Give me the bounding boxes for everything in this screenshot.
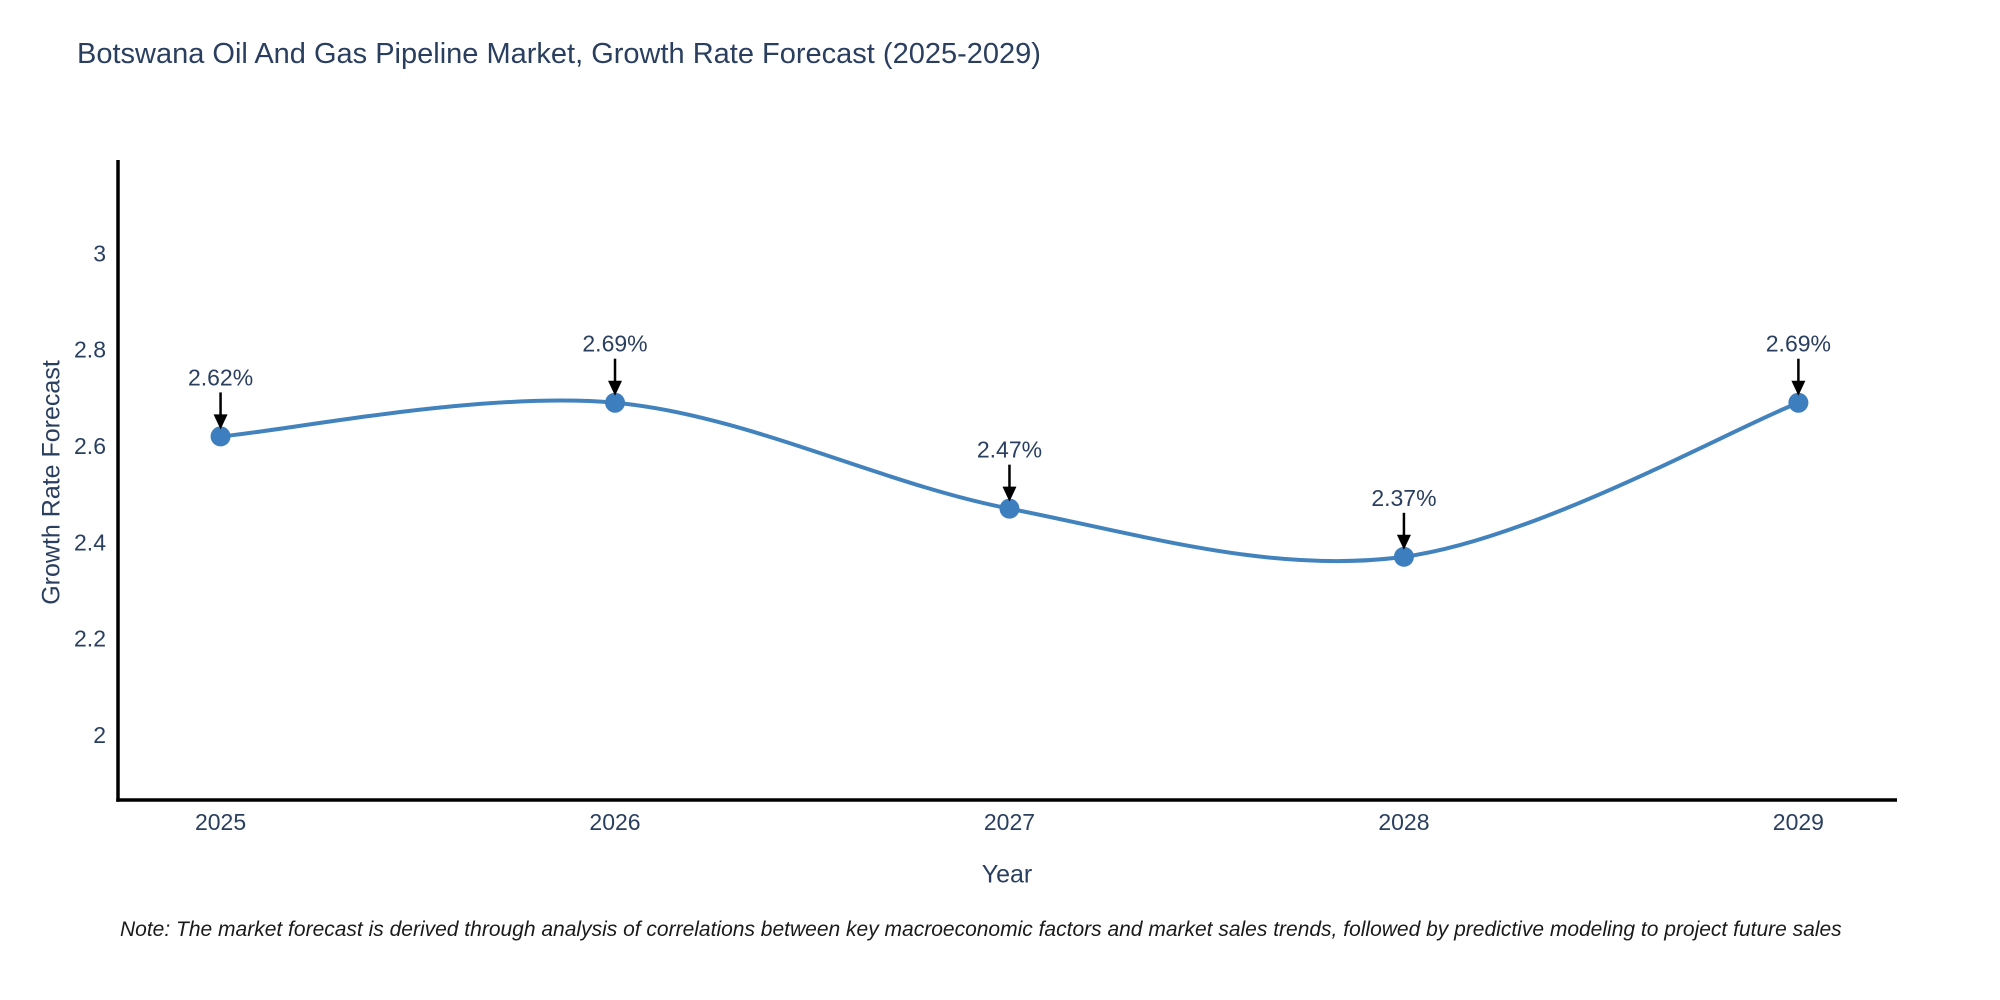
x-tick-label: 2025 [195,809,246,835]
y-tick-label: 2.2 [74,626,106,652]
y-tick-label: 2.6 [74,433,106,459]
annotation-label: 2.69% [582,331,647,357]
data-point-marker[interactable] [999,498,1020,519]
x-tick-label: 2027 [984,809,1035,835]
annotation-arrowhead-icon [1002,486,1017,502]
footnote: Note: The market forecast is derived thr… [120,918,1842,941]
x-tick-label: 2026 [589,809,640,835]
data-point-marker[interactable] [605,392,626,413]
y-tick-label: 2.4 [74,529,106,555]
annotation-arrowhead-icon [608,380,623,396]
annotation-label: 2.37% [1371,485,1436,511]
annotation-arrowhead-icon [1396,534,1411,550]
data-point-marker[interactable] [1393,546,1414,567]
data-point-marker[interactable] [1788,392,1809,413]
y-tick-label: 3 [93,240,106,266]
y-tick-label: 2 [93,722,106,748]
annotation-arrowhead-icon [1791,380,1806,396]
annotation-label: 2.69% [1766,331,1831,357]
annotation-arrowhead-icon [213,414,228,430]
x-tick-label: 2029 [1773,809,1824,835]
annotation-label: 2.62% [188,364,253,390]
y-tick-label: 2.8 [74,337,106,363]
x-tick-label: 2028 [1378,809,1429,835]
chart-title: Botswana Oil And Gas Pipeline Market, Gr… [77,38,1041,70]
data-point-marker[interactable] [210,426,231,447]
annotation-label: 2.47% [977,437,1042,463]
x-axis-title: Year [981,860,1033,889]
